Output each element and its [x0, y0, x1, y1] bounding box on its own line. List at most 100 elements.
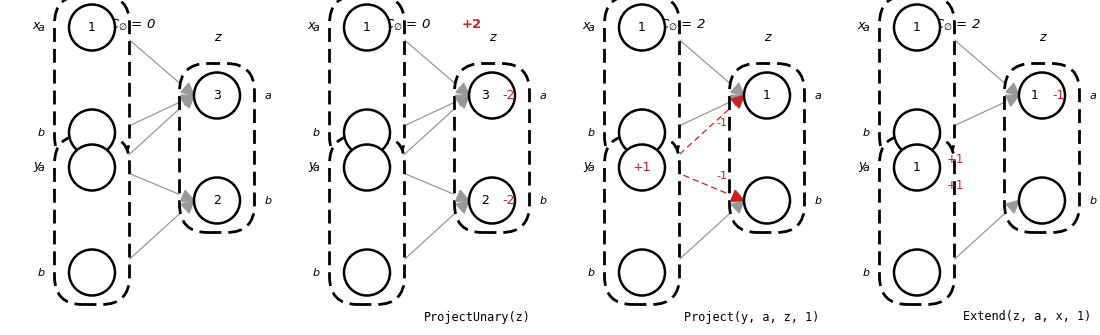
Text: 1: 1: [363, 21, 371, 34]
Text: y: y: [308, 158, 316, 172]
Circle shape: [69, 250, 116, 295]
Polygon shape: [1006, 201, 1019, 213]
Text: a: a: [862, 162, 869, 173]
Text: b: b: [1089, 196, 1097, 205]
Text: $C_\emptyset$ = 0: $C_\emptyset$ = 0: [109, 18, 155, 33]
Polygon shape: [456, 201, 469, 213]
Polygon shape: [180, 95, 194, 106]
Circle shape: [344, 144, 390, 191]
Circle shape: [619, 250, 666, 295]
Polygon shape: [180, 190, 194, 201]
Text: 3: 3: [213, 89, 221, 102]
Text: x: x: [583, 18, 591, 31]
Text: z: z: [1038, 30, 1045, 44]
FancyBboxPatch shape: [605, 135, 680, 305]
Circle shape: [344, 250, 390, 295]
Text: a: a: [814, 90, 822, 100]
Circle shape: [194, 72, 240, 119]
Text: 1: 1: [913, 21, 921, 34]
FancyBboxPatch shape: [729, 64, 804, 232]
Polygon shape: [456, 83, 469, 95]
Circle shape: [619, 4, 666, 51]
Polygon shape: [455, 190, 469, 201]
Text: ProjectUnary(z): ProjectUnary(z): [424, 311, 530, 324]
Polygon shape: [456, 95, 469, 108]
Text: +1: +1: [947, 153, 965, 165]
Circle shape: [69, 110, 116, 155]
Text: 1: 1: [1031, 89, 1038, 102]
Text: a: a: [312, 22, 319, 32]
Text: y: y: [858, 158, 866, 172]
Polygon shape: [730, 190, 744, 201]
Polygon shape: [732, 83, 744, 95]
Text: a: a: [264, 90, 272, 100]
Text: 2: 2: [213, 194, 221, 207]
Polygon shape: [1006, 83, 1019, 95]
Polygon shape: [182, 95, 194, 108]
Text: a: a: [539, 90, 547, 100]
Circle shape: [1019, 72, 1065, 119]
Circle shape: [194, 178, 240, 223]
Text: b: b: [862, 128, 869, 137]
Text: -1: -1: [1052, 89, 1065, 102]
FancyBboxPatch shape: [605, 0, 680, 164]
Text: a: a: [587, 162, 594, 173]
Circle shape: [69, 144, 116, 191]
Text: $C_\emptyset$ = 0: $C_\emptyset$ = 0: [384, 18, 430, 33]
Polygon shape: [730, 95, 744, 106]
Circle shape: [69, 4, 116, 51]
Text: x: x: [308, 18, 316, 31]
Text: +1: +1: [947, 180, 965, 192]
Circle shape: [744, 72, 790, 119]
FancyBboxPatch shape: [330, 0, 405, 164]
Polygon shape: [182, 201, 194, 213]
Text: z: z: [488, 30, 495, 44]
FancyBboxPatch shape: [179, 64, 254, 232]
Text: b: b: [312, 128, 319, 137]
Text: 1: 1: [913, 161, 921, 174]
Text: b: b: [264, 196, 272, 205]
Text: b: b: [814, 196, 822, 205]
Text: b: b: [37, 128, 44, 137]
Text: b: b: [37, 268, 44, 277]
Text: 1: 1: [763, 89, 771, 102]
Text: b: b: [587, 128, 594, 137]
Circle shape: [894, 4, 940, 51]
Text: -2: -2: [502, 89, 515, 102]
Text: a: a: [37, 22, 44, 32]
FancyBboxPatch shape: [1004, 64, 1079, 232]
Text: x: x: [858, 18, 866, 31]
FancyBboxPatch shape: [55, 135, 130, 305]
Text: 1: 1: [88, 21, 96, 34]
Text: +1: +1: [632, 161, 651, 174]
FancyBboxPatch shape: [880, 135, 955, 305]
Text: b: b: [862, 268, 869, 277]
Polygon shape: [182, 83, 194, 95]
Text: -1: -1: [716, 171, 727, 181]
FancyBboxPatch shape: [330, 135, 405, 305]
Circle shape: [1019, 178, 1065, 223]
Text: 1: 1: [638, 21, 646, 34]
Text: a: a: [587, 22, 594, 32]
Text: a: a: [1089, 90, 1097, 100]
FancyBboxPatch shape: [55, 0, 130, 164]
Text: a: a: [862, 22, 869, 32]
Text: -2: -2: [502, 194, 515, 207]
Text: a: a: [312, 162, 319, 173]
Text: Project(y, a, z, 1): Project(y, a, z, 1): [684, 311, 820, 324]
Circle shape: [894, 144, 940, 191]
Text: z: z: [763, 30, 770, 44]
Circle shape: [469, 72, 515, 119]
Text: b: b: [539, 196, 547, 205]
Text: y: y: [583, 158, 591, 172]
Text: b: b: [312, 268, 319, 277]
Circle shape: [619, 110, 666, 155]
Text: z: z: [213, 30, 220, 44]
Text: y: y: [33, 158, 41, 172]
Text: -1: -1: [716, 119, 727, 129]
FancyBboxPatch shape: [454, 64, 529, 232]
Text: a: a: [37, 162, 44, 173]
Text: $C_\emptyset$ = 2: $C_\emptyset$ = 2: [659, 18, 705, 33]
Circle shape: [344, 4, 390, 51]
Circle shape: [469, 178, 515, 223]
